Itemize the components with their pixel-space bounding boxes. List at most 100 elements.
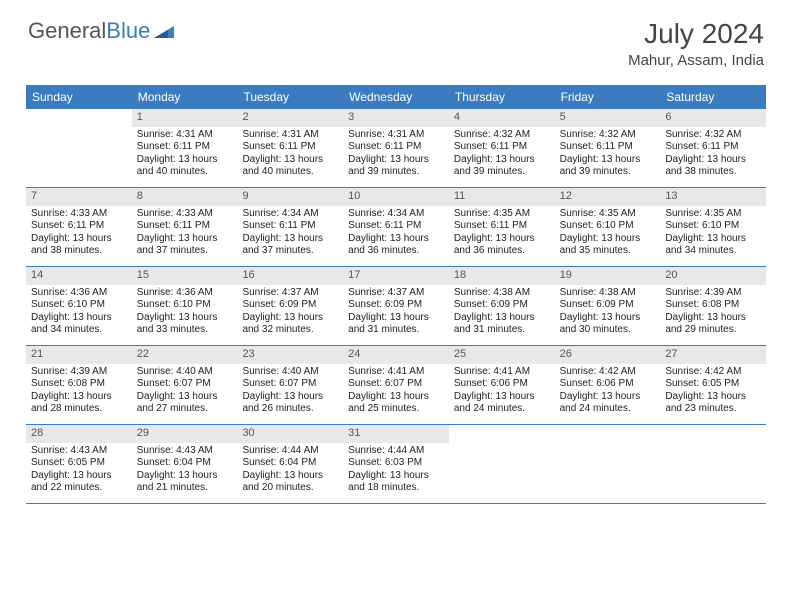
daylight-text: and 36 minutes. — [348, 245, 444, 258]
calendar-cell: 12Sunrise: 4:35 AMSunset: 6:10 PMDayligh… — [555, 188, 661, 266]
daylight-text: and 38 minutes. — [31, 245, 127, 258]
day-number: 7 — [26, 188, 132, 206]
sunrise-text: Sunrise: 4:41 AM — [348, 366, 444, 379]
daylight-text: Daylight: 13 hours — [137, 233, 233, 246]
sunrise-text: Sunrise: 4:36 AM — [31, 287, 127, 300]
weekday-header: Thursday — [449, 85, 555, 109]
daylight-text: Daylight: 13 hours — [560, 312, 656, 325]
sunrise-text: Sunrise: 4:31 AM — [242, 129, 338, 142]
daylight-text: Daylight: 13 hours — [348, 233, 444, 246]
calendar-cell: 10Sunrise: 4:34 AMSunset: 6:11 PMDayligh… — [343, 188, 449, 266]
day-info: Sunrise: 4:37 AMSunset: 6:09 PMDaylight:… — [237, 287, 343, 341]
day-number: 17 — [343, 267, 449, 285]
daylight-text: and 39 minutes. — [454, 166, 550, 179]
sunset-text: Sunset: 6:10 PM — [31, 299, 127, 312]
day-info: Sunrise: 4:31 AMSunset: 6:11 PMDaylight:… — [343, 129, 449, 183]
logo: GeneralBlue — [28, 18, 174, 44]
calendar-cell: 1Sunrise: 4:31 AMSunset: 6:11 PMDaylight… — [132, 109, 238, 187]
calendar-week: 14Sunrise: 4:36 AMSunset: 6:10 PMDayligh… — [26, 267, 766, 346]
logo-text-1: General — [28, 18, 106, 44]
calendar-cell: 6Sunrise: 4:32 AMSunset: 6:11 PMDaylight… — [660, 109, 766, 187]
daylight-text: and 37 minutes. — [242, 245, 338, 258]
sunrise-text: Sunrise: 4:31 AM — [348, 129, 444, 142]
day-number: 23 — [237, 346, 343, 364]
day-number: 3 — [343, 109, 449, 127]
daylight-text: and 18 minutes. — [348, 482, 444, 495]
sunset-text: Sunset: 6:11 PM — [137, 220, 233, 233]
sunset-text: Sunset: 6:11 PM — [242, 141, 338, 154]
daylight-text: and 27 minutes. — [137, 403, 233, 416]
daylight-text: Daylight: 13 hours — [31, 312, 127, 325]
daylight-text: and 40 minutes. — [242, 166, 338, 179]
weekday-header: Saturday — [660, 85, 766, 109]
day-info: Sunrise: 4:39 AMSunset: 6:08 PMDaylight:… — [26, 366, 132, 420]
daylight-text: Daylight: 13 hours — [242, 154, 338, 167]
daylight-text: Daylight: 13 hours — [454, 312, 550, 325]
sunset-text: Sunset: 6:04 PM — [242, 457, 338, 470]
daylight-text: and 25 minutes. — [348, 403, 444, 416]
sunrise-text: Sunrise: 4:35 AM — [560, 208, 656, 221]
sunrise-text: Sunrise: 4:37 AM — [242, 287, 338, 300]
daylight-text: and 23 minutes. — [665, 403, 761, 416]
daylight-text: Daylight: 13 hours — [31, 391, 127, 404]
day-number: 11 — [449, 188, 555, 206]
day-info: Sunrise: 4:41 AMSunset: 6:06 PMDaylight:… — [449, 366, 555, 420]
calendar-cell: 22Sunrise: 4:40 AMSunset: 6:07 PMDayligh… — [132, 346, 238, 424]
sunrise-text: Sunrise: 4:39 AM — [665, 287, 761, 300]
sunrise-text: Sunrise: 4:34 AM — [242, 208, 338, 221]
day-info: Sunrise: 4:36 AMSunset: 6:10 PMDaylight:… — [132, 287, 238, 341]
weekday-header: Wednesday — [343, 85, 449, 109]
daylight-text: Daylight: 13 hours — [242, 233, 338, 246]
title-block: July 2024 Mahur, Assam, India — [628, 18, 764, 69]
calendar-cell: 16Sunrise: 4:37 AMSunset: 6:09 PMDayligh… — [237, 267, 343, 345]
calendar-cell: 19Sunrise: 4:38 AMSunset: 6:09 PMDayligh… — [555, 267, 661, 345]
day-info: Sunrise: 4:33 AMSunset: 6:11 PMDaylight:… — [132, 208, 238, 262]
sunset-text: Sunset: 6:11 PM — [242, 220, 338, 233]
daylight-text: and 34 minutes. — [665, 245, 761, 258]
day-number: 15 — [132, 267, 238, 285]
daylight-text: and 28 minutes. — [31, 403, 127, 416]
daylight-text: and 39 minutes. — [348, 166, 444, 179]
day-info: Sunrise: 4:31 AMSunset: 6:11 PMDaylight:… — [237, 129, 343, 183]
sunset-text: Sunset: 6:07 PM — [242, 378, 338, 391]
day-number: 21 — [26, 346, 132, 364]
daylight-text: Daylight: 13 hours — [665, 312, 761, 325]
daylight-text: and 24 minutes. — [560, 403, 656, 416]
daylight-text: and 31 minutes. — [348, 324, 444, 337]
sunrise-text: Sunrise: 4:34 AM — [348, 208, 444, 221]
day-number: 29 — [132, 425, 238, 443]
day-number: 30 — [237, 425, 343, 443]
calendar-cell — [555, 425, 661, 503]
sunset-text: Sunset: 6:09 PM — [242, 299, 338, 312]
daylight-text: Daylight: 13 hours — [137, 391, 233, 404]
daylight-text: Daylight: 13 hours — [560, 391, 656, 404]
weekday-header: Friday — [555, 85, 661, 109]
day-number: 24 — [343, 346, 449, 364]
sunset-text: Sunset: 6:09 PM — [454, 299, 550, 312]
day-number: 26 — [555, 346, 661, 364]
sunrise-text: Sunrise: 4:38 AM — [560, 287, 656, 300]
daylight-text: Daylight: 13 hours — [454, 154, 550, 167]
day-number: 9 — [237, 188, 343, 206]
daylight-text: Daylight: 13 hours — [560, 154, 656, 167]
day-info: Sunrise: 4:41 AMSunset: 6:07 PMDaylight:… — [343, 366, 449, 420]
calendar-cell: 9 Sunrise: 4:34 AMSunset: 6:11 PMDaylight… — [237, 188, 343, 266]
day-info: Sunrise: 4:40 AMSunset: 6:07 PMDaylight:… — [132, 366, 238, 420]
day-number: 18 — [449, 267, 555, 285]
day-number: 4 — [449, 109, 555, 127]
sunset-text: Sunset: 6:05 PM — [665, 378, 761, 391]
sunset-text: Sunset: 6:11 PM — [454, 220, 550, 233]
location: Mahur, Assam, India — [628, 52, 764, 69]
daylight-text: Daylight: 13 hours — [348, 391, 444, 404]
day-info: Sunrise: 4:32 AMSunset: 6:11 PMDaylight:… — [660, 129, 766, 183]
day-number: 12 — [555, 188, 661, 206]
calendar-cell: 18 Sunrise: 4:38 AMSunset: 6:09 PMDayligh… — [449, 267, 555, 345]
daylight-text: Daylight: 13 hours — [137, 154, 233, 167]
day-number: 14 — [26, 267, 132, 285]
sunset-text: Sunset: 6:11 PM — [665, 141, 761, 154]
sunrise-text: Sunrise: 4:35 AM — [454, 208, 550, 221]
daylight-text: and 33 minutes. — [137, 324, 233, 337]
sunrise-text: Sunrise: 4:38 AM — [454, 287, 550, 300]
day-info: Sunrise: 4:38 AMSunset: 6:09 PMDaylight:… — [555, 287, 661, 341]
day-info: Sunrise: 4:35 AMSunset: 6:11 PMDaylight:… — [449, 208, 555, 262]
